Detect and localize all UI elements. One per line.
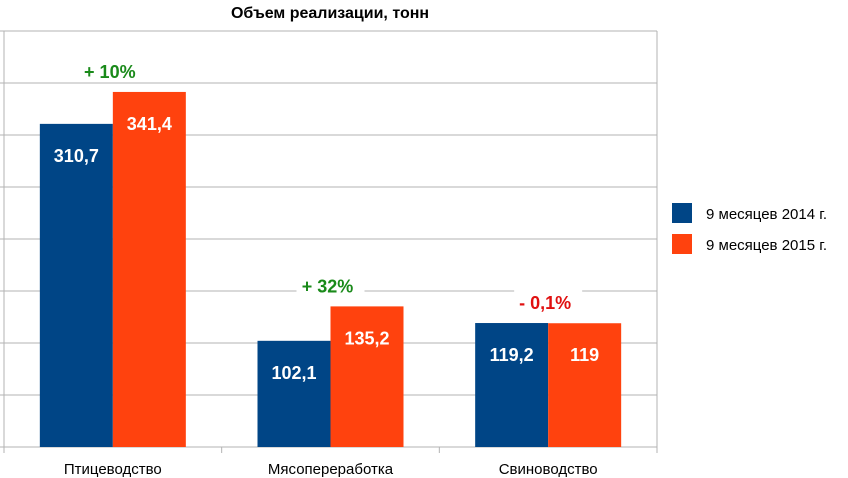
annotation-background	[514, 289, 583, 314]
bar	[112, 91, 186, 447]
data-label: 102,1	[271, 363, 316, 383]
change-annotation: - 0,1%	[519, 293, 571, 313]
x-tick-label: Мясопереработка	[268, 461, 394, 478]
bar	[330, 306, 404, 447]
x-tick-label: Свиноводство	[499, 461, 598, 478]
annotation-background	[78, 57, 147, 82]
data-label: 119	[570, 345, 599, 365]
legend-swatch	[672, 234, 692, 254]
change-annotation: + 32%	[302, 276, 354, 296]
change-annotation: + 10%	[84, 62, 136, 82]
chart-title: Объем реализации, тонн	[231, 5, 429, 22]
data-label: 135,2	[344, 328, 389, 348]
bar	[475, 323, 549, 447]
legend-label: 9 месяцев 2014 г.	[706, 206, 827, 223]
data-label: 341,4	[127, 114, 172, 134]
data-label: 119,2	[490, 345, 534, 365]
annotation-background	[296, 272, 365, 297]
legend-label: 9 месяцев 2015 г.	[706, 237, 827, 254]
x-tick-label: Птицеводство	[64, 461, 162, 478]
bar	[257, 340, 331, 447]
bar	[39, 123, 113, 447]
data-label: 310,7	[54, 146, 99, 166]
legend-swatch	[672, 203, 692, 223]
bar	[548, 323, 622, 447]
